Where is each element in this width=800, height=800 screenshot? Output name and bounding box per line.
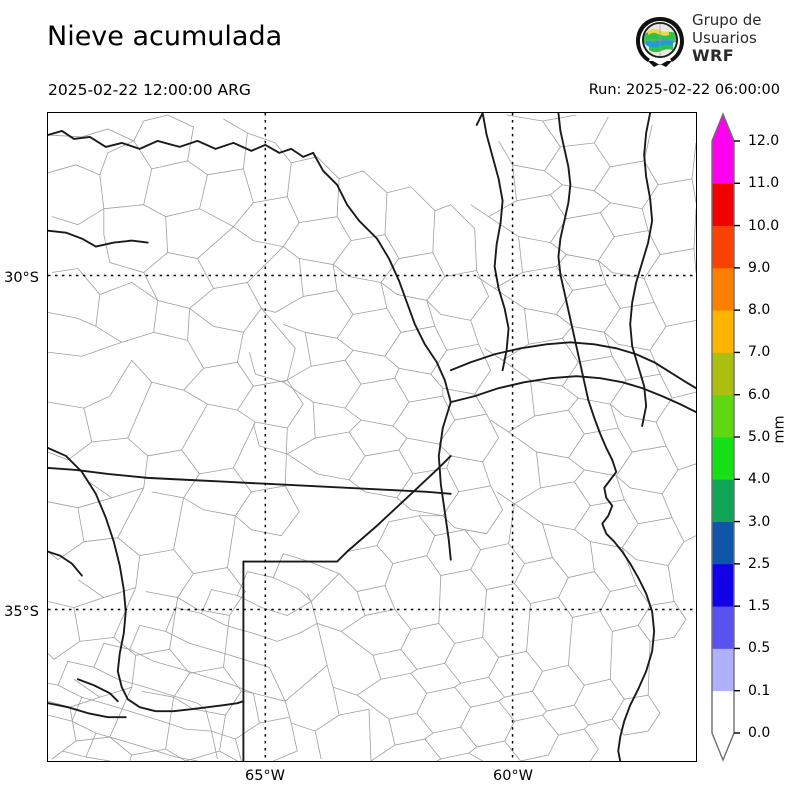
lat-tick-35S: 35°S (4, 604, 39, 620)
run-time-label: Run: 2025-02-22 06:00:00 (588, 82, 780, 98)
globe-emblem-icon (636, 17, 684, 67)
logo-line-2: Usuarios (692, 28, 757, 47)
logo-text-block: Grupo de Usuarios WRF (692, 11, 792, 65)
page-title: Nieve acumulada (47, 21, 283, 52)
valid-time-label: 2025-02-22 12:00:00 ARG (48, 81, 251, 99)
colorbar-tick-0.1: 0.1 (748, 682, 771, 699)
colorbar-tick-6.0: 6.0 (748, 386, 771, 403)
colorbar-tick-10.0: 10.0 (748, 217, 780, 234)
colorbar-tick-11.0: 11.0 (748, 175, 780, 192)
colorbar-tick-8.0: 8.0 (748, 302, 771, 319)
colorbar-tick-9.0: 9.0 (748, 259, 771, 276)
colorbar-tick-0.0: 0.0 (748, 725, 771, 741)
colorbar-tick-0.5: 0.5 (748, 640, 771, 657)
colorbar-tick-5.0: 5.0 (748, 429, 771, 445)
lat-tick-30S: 30°S (4, 270, 39, 286)
brand-logo: Grupo de Usuarios WRF (634, 11, 792, 74)
colorbar-tick-12.0: 12.0 (748, 133, 780, 149)
colorbar-swatches (711, 112, 740, 762)
map-canvas (48, 113, 696, 761)
lon-tick-65W: 65°W (244, 768, 286, 784)
colorbar-tick-labels: 0.0 0.1 0.5 1.5 2.5 3.0 4.0 5.0 6.0 7.0 8.0 9.0 10.0… (740, 112, 786, 762)
logo-line-1: Grupo de (692, 11, 762, 29)
logo-line-3: WRF (692, 46, 735, 65)
colorbar-tick-3.0: 3.0 (748, 513, 771, 530)
lon-tick-60W: 60°W (492, 768, 534, 784)
colorbar[interactable]: 0.0 0.1 0.5 1.5 2.5 3.0 4.0 5.0 6.0 7.0 8.0 9.0 10.0… (706, 112, 779, 762)
colorbar-tick-1.5: 1.5 (748, 598, 771, 615)
colorbar-tick-4.0: 4.0 (748, 471, 771, 488)
map-plot-frame[interactable] (47, 112, 697, 762)
department-boundaries (48, 114, 696, 761)
province-boundaries (48, 113, 696, 761)
colorbar-tick-2.5: 2.5 (748, 555, 771, 572)
colorbar-tick-7.0: 7.0 (748, 344, 771, 361)
colorbar-unit-label: mm (771, 415, 788, 444)
